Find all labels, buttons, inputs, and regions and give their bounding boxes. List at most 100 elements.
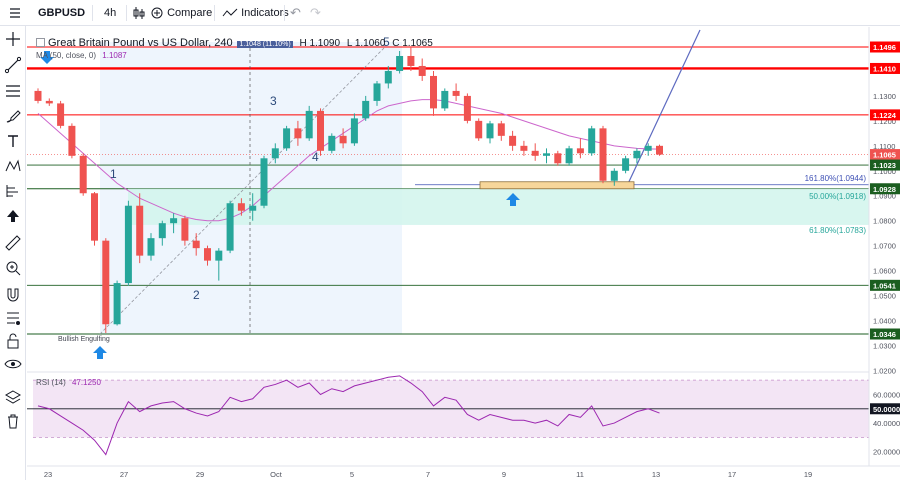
- candle[interactable]: [215, 248, 223, 281]
- brush-icon[interactable]: [4, 107, 22, 125]
- candle[interactable]: [452, 83, 460, 101]
- interval-button[interactable]: 4h: [104, 7, 117, 19]
- candle-body: [384, 70, 392, 84]
- candle[interactable]: [283, 125, 291, 151]
- price-label: 1.1023: [873, 161, 896, 170]
- candle[interactable]: [610, 168, 618, 186]
- candle[interactable]: [576, 138, 584, 159]
- price-tick: 1.0200: [873, 366, 896, 375]
- candle[interactable]: [656, 144, 663, 156]
- price-tick: 1.0400: [873, 317, 896, 326]
- demand-zone-box[interactable]: [479, 181, 635, 190]
- time-tick: 9: [502, 470, 506, 479]
- candle[interactable]: [45, 98, 53, 106]
- price-tick: 1.0500: [873, 292, 896, 301]
- candle[interactable]: [181, 215, 189, 246]
- candle[interactable]: [599, 125, 607, 184]
- blue-trend-line[interactable]: [625, 29, 701, 189]
- zoom-in-icon[interactable]: [4, 259, 22, 277]
- candle[interactable]: [136, 193, 144, 264]
- redo-icon[interactable]: ↷: [310, 5, 321, 20]
- unlock-icon[interactable]: [4, 332, 22, 350]
- candle[interactable]: [362, 95, 370, 121]
- candle[interactable]: [204, 245, 211, 266]
- trend-line-icon[interactable]: [4, 56, 22, 74]
- candle[interactable]: [543, 148, 550, 164]
- candle[interactable]: [565, 145, 573, 166]
- candle[interactable]: [418, 58, 426, 81]
- candle[interactable]: [328, 133, 336, 154]
- candle[interactable]: [554, 150, 562, 166]
- candle[interactable]: [305, 105, 313, 141]
- undo-icon[interactable]: ↶: [290, 5, 301, 20]
- candle[interactable]: [91, 191, 98, 246]
- candle[interactable]: [339, 128, 347, 149]
- candle[interactable]: [520, 140, 528, 156]
- candle[interactable]: [158, 220, 166, 246]
- rsi-current-label: 50.0000: [873, 405, 900, 414]
- candle[interactable]: [124, 200, 132, 286]
- crosshair-icon[interactable]: [4, 30, 22, 48]
- candle[interactable]: [531, 143, 539, 161]
- bar-style-icon[interactable]: [132, 0, 146, 26]
- candle[interactable]: [475, 118, 483, 141]
- candle[interactable]: [633, 148, 641, 164]
- candle[interactable]: [509, 130, 517, 151]
- fib-icon[interactable]: [4, 82, 22, 100]
- ma-legend: MA (50, close, 0) 1.1087: [36, 51, 127, 60]
- candle[interactable]: [350, 113, 358, 146]
- candle[interactable]: [384, 65, 392, 89]
- candle[interactable]: [79, 153, 87, 196]
- candle[interactable]: [463, 93, 471, 124]
- compare-button[interactable]: Compare: [150, 0, 212, 26]
- trash-icon[interactable]: [4, 412, 22, 430]
- candle[interactable]: [260, 155, 268, 209]
- candle[interactable]: [57, 100, 65, 129]
- candle[interactable]: [271, 143, 279, 164]
- prediction-icon[interactable]: [4, 182, 22, 200]
- candle[interactable]: [249, 193, 257, 221]
- candle[interactable]: [34, 88, 42, 104]
- wave-trend-line[interactable]: [99, 46, 386, 335]
- arrow-cursor-icon[interactable]: [4, 207, 22, 225]
- candle[interactable]: [373, 80, 381, 106]
- menu-icon[interactable]: [8, 0, 22, 26]
- candle[interactable]: [113, 280, 121, 326]
- pattern-icon[interactable]: [4, 157, 22, 175]
- candle[interactable]: [622, 155, 630, 174]
- candle[interactable]: [486, 120, 494, 144]
- buy-arrow-icon: [93, 346, 107, 359]
- candle[interactable]: [102, 238, 110, 334]
- magnet-icon[interactable]: [4, 286, 22, 304]
- candle[interactable]: [317, 108, 324, 156]
- indicators-button[interactable]: Indicators: [222, 0, 289, 26]
- candle[interactable]: [192, 233, 200, 256]
- candle[interactable]: [147, 233, 155, 261]
- candle-body: [633, 150, 641, 159]
- fib-50-label: 50.00%(1.0918): [809, 192, 866, 201]
- candle[interactable]: [237, 198, 245, 216]
- toolbar-divider: [126, 5, 127, 21]
- candle[interactable]: [588, 125, 596, 156]
- lock-drawing-icon[interactable]: [4, 309, 22, 327]
- candle[interactable]: [396, 50, 404, 74]
- eye-icon[interactable]: [4, 355, 22, 373]
- price-label-bg: [870, 41, 900, 53]
- symbol-search[interactable]: GBPUSD: [38, 7, 86, 19]
- candle[interactable]: [226, 200, 234, 254]
- candle-body: [396, 55, 404, 71]
- candle[interactable]: [441, 88, 449, 111]
- candle[interactable]: [170, 213, 178, 234]
- candle[interactable]: [497, 120, 505, 141]
- candle[interactable]: [407, 47, 415, 71]
- drawing-toolbar: [0, 26, 26, 480]
- ruler-icon[interactable]: [4, 234, 22, 252]
- candle[interactable]: [430, 70, 437, 116]
- candle[interactable]: [644, 143, 652, 156]
- layers-icon[interactable]: [4, 388, 22, 406]
- candle[interactable]: [294, 120, 302, 146]
- legend-collapse-icon[interactable]: [36, 38, 45, 47]
- candle[interactable]: [68, 123, 76, 159]
- text-icon[interactable]: [4, 132, 22, 150]
